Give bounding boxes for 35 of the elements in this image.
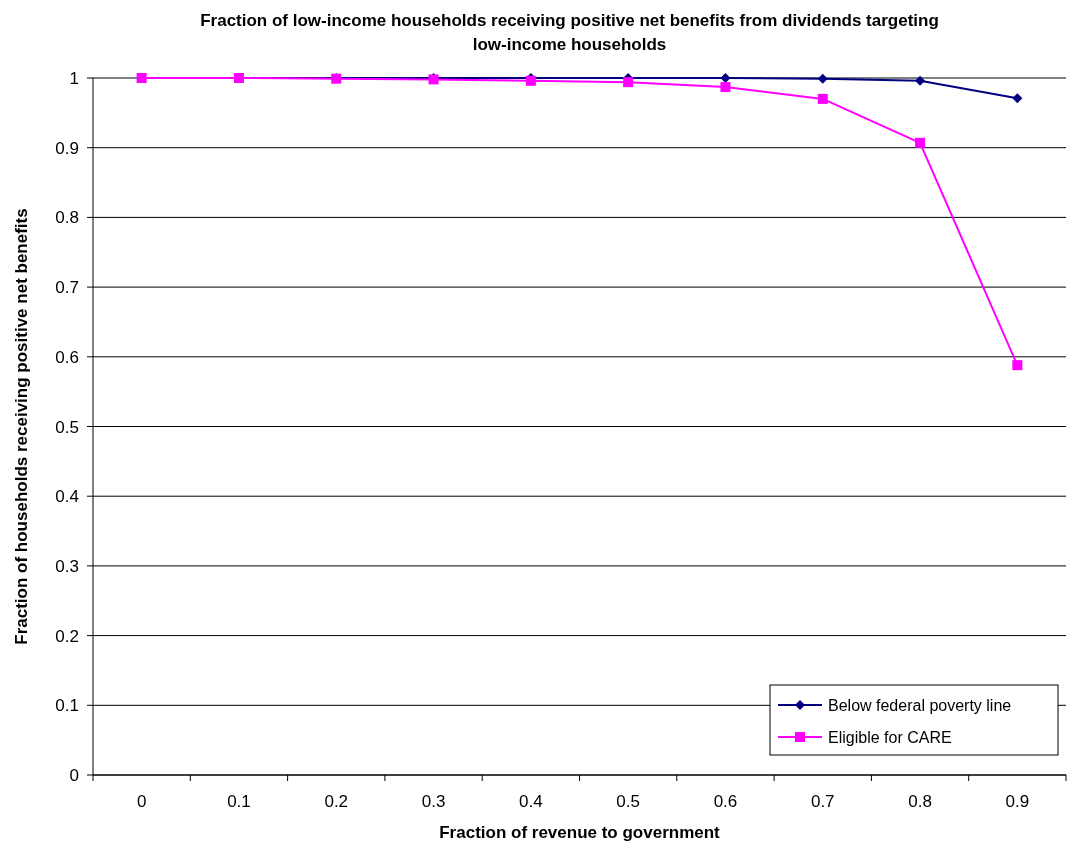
x-axis-title: Fraction of revenue to government (439, 823, 721, 842)
chart-title: Fraction of low-income households receiving positive net benefits from dividends targeting low-income households (200, 11, 939, 54)
x-tick-label: 0.3 (421, 792, 446, 811)
y-tick-label: 0.2 (55, 626, 79, 646)
y-tick-label: 0.3 (55, 556, 79, 576)
x-tick-label: 0.1 (227, 792, 251, 811)
point (817, 73, 828, 84)
y-tick-label: 0.4 (55, 487, 79, 507)
x-tick-label: 0.6 (713, 792, 738, 811)
point (1012, 93, 1023, 104)
point (1012, 360, 1023, 371)
x-tick-label: 0.9 (1005, 792, 1030, 811)
point (720, 73, 731, 83)
x-tick-label: 0.5 (616, 792, 640, 811)
y-tick-label: 0.1 (55, 696, 79, 716)
y-tick-label: 0.5 (55, 417, 79, 437)
x-tick-label: 0.7 (810, 792, 835, 811)
legend-label: Eligible for CARE (828, 729, 952, 746)
y-tick-label: 0 (69, 766, 79, 785)
legend-label: Below federal poverty line (828, 697, 1012, 714)
y-axis-title: Fraction of households receiving positive net benefits (12, 208, 31, 645)
x-tick-label: 0.2 (324, 792, 349, 811)
x-tick-label: 0.8 (908, 792, 932, 811)
y-tick-label: 0.6 (55, 347, 79, 367)
point (623, 77, 634, 88)
y-tick-label: 1 (69, 69, 79, 88)
y-tick-label: 0.7 (55, 278, 79, 298)
point (915, 75, 926, 86)
point (817, 93, 828, 104)
point (720, 82, 731, 93)
point (915, 137, 926, 148)
y-tick-label: 0.9 (55, 138, 79, 158)
x-tick-label: 0.4 (519, 792, 543, 811)
y-tick-label: 0.8 (55, 208, 79, 228)
x-tick-label: 0 (136, 792, 147, 811)
